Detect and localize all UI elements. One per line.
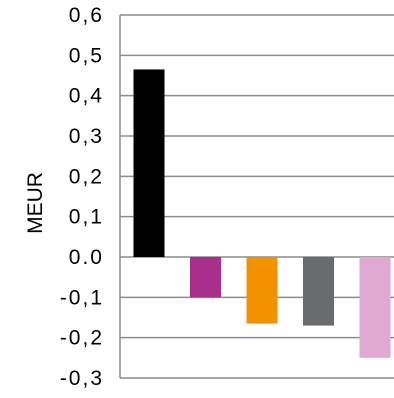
y-tick-label: 0,5 (69, 44, 104, 67)
y-tick-label: 0,4 (69, 85, 104, 108)
bar (133, 69, 165, 257)
y-tick-labels: 0,6 0,5 0,4 0,3 0,2 0,1 0.0 -0,1 -0,2 -0,3 (60, 4, 104, 390)
y-tick-label: 0,2 (69, 165, 104, 188)
gridlines (120, 14, 394, 379)
y-tick-label: -0,3 (60, 367, 104, 390)
y-tick-label: 0,6 (69, 4, 104, 27)
bar (303, 257, 334, 326)
bar (246, 257, 278, 324)
y-tick-label: 0,3 (69, 125, 104, 148)
bars (133, 69, 391, 358)
y-tick-label: -0,1 (60, 286, 104, 309)
bar (359, 257, 391, 358)
y-tick-label: 0,1 (69, 206, 104, 229)
bar (190, 257, 221, 298)
y-tick-label: -0,2 (60, 327, 104, 350)
y-axis-label: MEUR (24, 172, 47, 234)
y-tick-label: 0.0 (69, 246, 104, 269)
